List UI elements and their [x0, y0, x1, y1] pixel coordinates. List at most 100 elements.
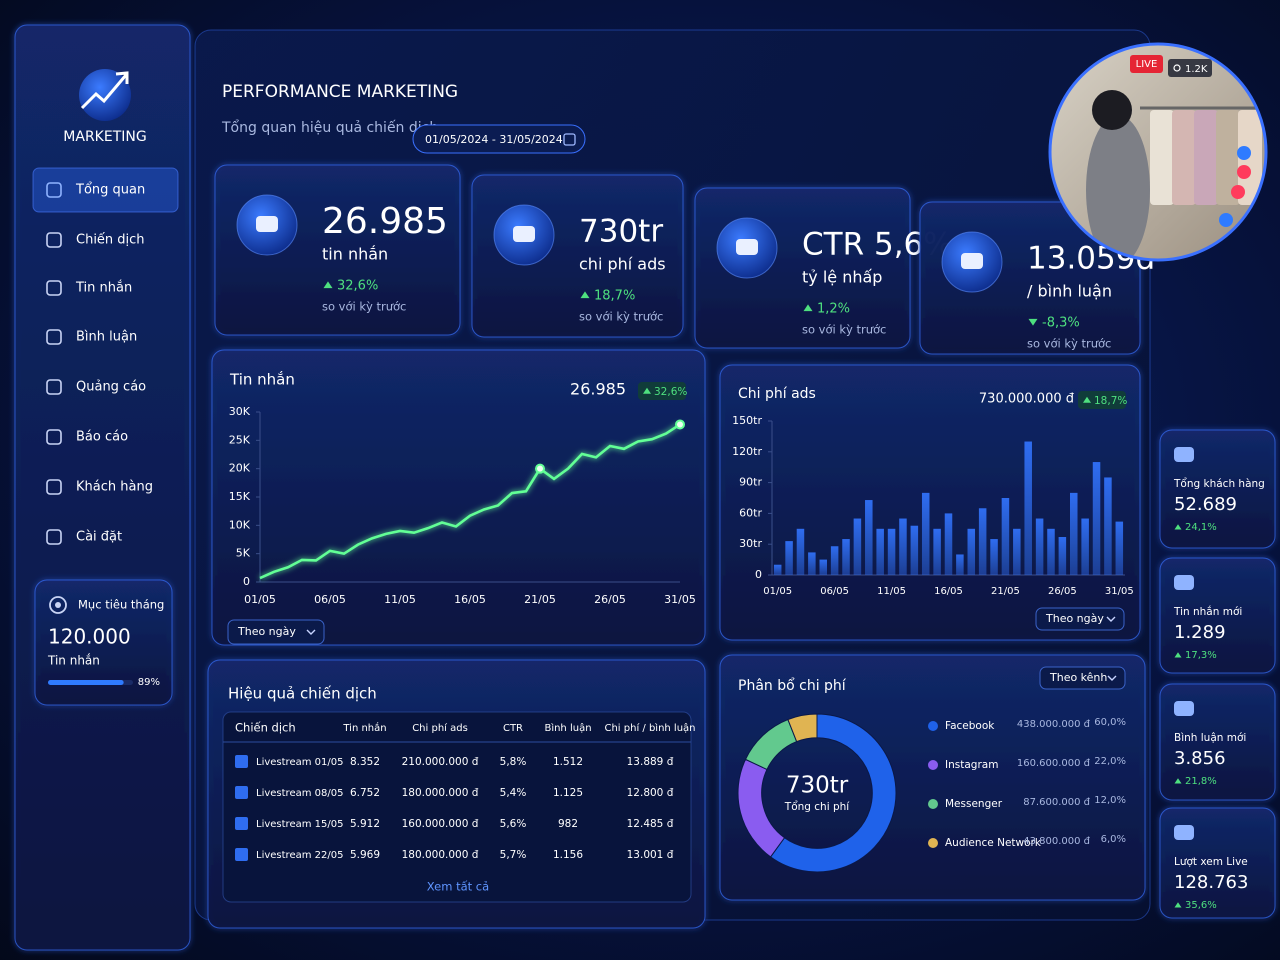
column-header: Chi phí ads — [412, 722, 468, 734]
legend-label: Messenger — [945, 798, 1003, 810]
column-header: CTR — [503, 723, 523, 734]
menu-item[interactable]: Bình luận — [76, 330, 137, 345]
stat-value: 3.856 — [1174, 748, 1226, 769]
presenter-head — [1092, 90, 1132, 130]
bar — [785, 541, 793, 575]
dropdown[interactable] — [1039, 666, 1126, 690]
stat-change: 24,1% — [1185, 522, 1217, 533]
table-cell: 5,7% — [500, 849, 527, 861]
menu-icon — [46, 232, 62, 248]
row-icon — [235, 817, 248, 830]
kpi-change: -8,3% — [1042, 316, 1080, 331]
row-icon — [235, 848, 248, 861]
menu-item[interactable]: Tổng quan — [75, 183, 145, 198]
eye-icon — [1173, 64, 1181, 72]
bar — [1024, 441, 1032, 575]
menu-icon — [46, 529, 62, 545]
change-arrow — [1174, 524, 1182, 530]
menu-item[interactable]: Quảng cáo — [76, 380, 146, 395]
bar — [944, 513, 953, 575]
menu-item[interactable]: Chiến dịch — [76, 233, 145, 248]
bar — [1092, 462, 1101, 575]
menu-item[interactable]: Cài đặt — [76, 530, 122, 545]
x-tick-label: 01/05 — [763, 586, 792, 597]
chart-title: Chi phí ads — [738, 386, 816, 402]
menu-item[interactable]: Tin nhắn — [75, 281, 132, 296]
menu-item[interactable]: Báo cáo — [76, 430, 128, 445]
table-cell: 12.485 đ — [627, 818, 674, 830]
legend-percent: 22,0% — [1094, 756, 1126, 767]
bar — [887, 528, 896, 575]
bar — [1013, 528, 1021, 575]
x-tick-label: 21/05 — [991, 586, 1020, 597]
donut-segment — [769, 713, 897, 873]
column-header: Chi phí / bình luận — [604, 722, 695, 734]
bar — [921, 492, 930, 575]
bar — [1047, 528, 1055, 575]
stat-value: 128.763 — [1174, 872, 1248, 893]
table-cell: 5,4% — [500, 787, 527, 799]
menu-item[interactable]: Khách hàng — [76, 480, 153, 495]
chart-total: 26.985 — [570, 380, 626, 399]
table-cell: 982 — [558, 818, 578, 830]
goal-title: Mục tiêu tháng — [78, 598, 164, 612]
bar — [1070, 492, 1078, 575]
y-tick-label: 15K — [229, 490, 251, 503]
reaction-icon — [1231, 185, 1245, 199]
row-icon — [235, 786, 248, 799]
view-all-link[interactable]: Xem tất cả — [427, 880, 489, 894]
bar — [830, 546, 839, 575]
kpi-change: 32,6% — [337, 279, 378, 294]
live-label: LIVE — [1136, 59, 1158, 70]
chart-title: Phân bổ chi phí — [738, 677, 847, 694]
garment — [1238, 110, 1262, 205]
x-tick-label: 11/05 — [384, 593, 416, 606]
legend-label: Instagram — [945, 759, 998, 771]
change-arrow — [643, 387, 651, 394]
legend-percent: 12,0% — [1094, 795, 1126, 806]
stat-label: Tin nhắn mới — [1173, 605, 1242, 618]
legend-label: Audience Network — [945, 837, 1042, 849]
bar — [1035, 518, 1044, 575]
legend-swatch — [928, 838, 938, 848]
bar — [865, 500, 873, 575]
live-badge — [1130, 55, 1163, 73]
change-arrow — [1174, 902, 1182, 908]
donut-center-value: 730tr — [786, 773, 849, 799]
change-pill — [638, 382, 686, 400]
kpi-icon-glyph — [256, 216, 278, 232]
kpi-label: / bình luận — [1027, 282, 1112, 301]
logo-arrow — [80, 71, 129, 110]
stat-icon — [1174, 575, 1194, 590]
table-cell: 160.000.000 đ — [402, 818, 479, 830]
column-header: Bình luận — [544, 722, 591, 734]
viewer-count: 1.2K — [1185, 64, 1208, 75]
row-icon — [235, 755, 248, 768]
legend-amount: 43.800.000 đ — [1023, 836, 1090, 847]
y-tick-label: 0 — [755, 568, 762, 581]
stat-change: 21,8% — [1185, 776, 1217, 787]
dropdown[interactable] — [227, 619, 325, 645]
bar — [876, 528, 884, 575]
stat-label: Tổng khách hàng — [1173, 477, 1265, 490]
table-cell: 180.000.000 đ — [402, 787, 479, 799]
table-cell: 5.969 — [350, 849, 380, 861]
sidebar-content: MARKETING Tổng quan Chiến dịch Tin nhắn Bình… — [32, 69, 179, 706]
kpi-label: chi phí ads — [579, 255, 666, 274]
x-tick-label: 16/05 — [934, 586, 963, 597]
stat-label: Lượt xem Live — [1174, 856, 1248, 868]
legend-swatch — [928, 760, 938, 770]
column-header: Chiến dịch — [235, 721, 296, 735]
goal-card — [34, 579, 173, 706]
goal-unit: Tin nhắn — [47, 654, 100, 668]
dropdown-label: Theo kênh — [1049, 671, 1107, 684]
table-cell: 13.001 đ — [627, 849, 674, 861]
kpi-icon-glyph — [961, 253, 983, 269]
garment — [1194, 110, 1218, 205]
dropdown[interactable] — [1035, 607, 1125, 631]
date-picker[interactable] — [412, 124, 586, 154]
page-title: PERFORMANCE MARKETING — [222, 82, 458, 102]
table-cell: 210.000.000 đ — [402, 756, 479, 768]
kpi-value: 730tr — [579, 214, 663, 250]
